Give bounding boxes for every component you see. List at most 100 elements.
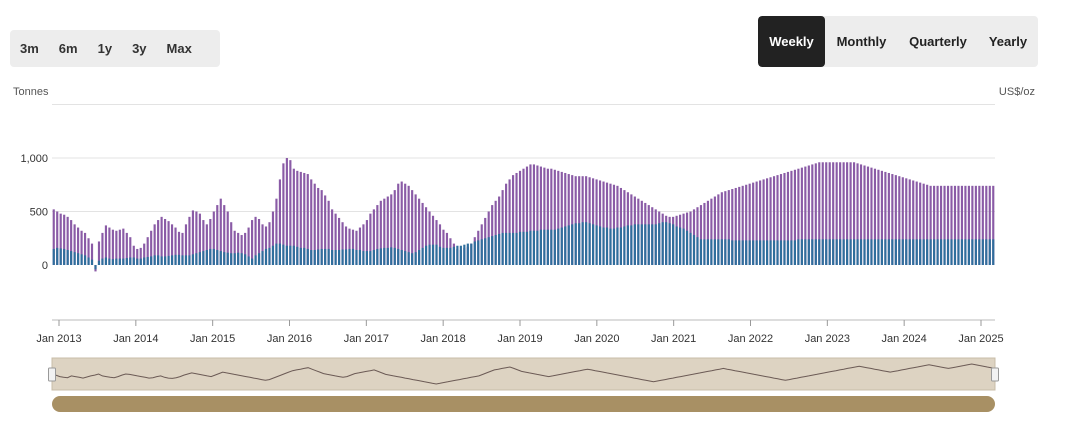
bar-top (814, 163, 817, 265)
bar-bottom (400, 250, 403, 265)
bar-top (898, 176, 901, 265)
bar-top (438, 224, 442, 265)
bar-top (153, 224, 156, 265)
bar-bottom (132, 257, 135, 265)
bar-bottom (536, 230, 539, 265)
bar-bottom (710, 239, 713, 265)
bar-top (546, 168, 549, 265)
bar-bottom (846, 239, 849, 265)
bar-top (264, 226, 268, 265)
bar-bottom (936, 239, 939, 265)
bar-bottom (790, 240, 793, 265)
bar-bottom (254, 255, 257, 265)
bar-bottom (52, 248, 55, 265)
bar-bottom (985, 239, 988, 265)
bar-bottom (727, 239, 730, 265)
period-yearly-button[interactable]: Yearly (988, 34, 1028, 49)
bar-top (842, 162, 845, 265)
bar-bottom (804, 239, 807, 265)
bar-bottom (779, 240, 783, 265)
navigator-handle-right[interactable] (991, 367, 999, 382)
bar-top (578, 176, 581, 265)
bar-bottom (783, 240, 786, 265)
bar-bottom (682, 228, 685, 265)
bar-bottom (383, 247, 386, 265)
bar-bottom (679, 227, 682, 265)
bar-bottom (261, 251, 264, 265)
bar-top (734, 187, 737, 265)
bar-top (939, 185, 943, 265)
bar-top (919, 182, 922, 265)
period-weekly-button[interactable]: Weekly (758, 16, 825, 67)
bar-bottom (748, 240, 751, 265)
bar-bottom (623, 226, 626, 265)
bar-top (825, 162, 828, 265)
bar-bottom (233, 253, 236, 265)
bar-bottom (811, 239, 814, 265)
bar-top (553, 169, 556, 265)
navigator[interactable] (48, 357, 999, 412)
bar-bottom (637, 224, 640, 265)
range-3y-button[interactable]: 3y (132, 41, 147, 56)
bar-bottom (139, 258, 142, 265)
bar-top (369, 213, 372, 265)
bar-bottom (672, 224, 675, 265)
bar-top (331, 209, 334, 265)
range-3m-button[interactable]: 3m (20, 41, 39, 56)
bar-top (772, 176, 776, 265)
bar-bottom (953, 239, 957, 265)
navigator-scrollbar[interactable] (52, 396, 995, 412)
bar-bottom (912, 239, 915, 265)
bar-top (880, 170, 883, 265)
bar-bottom (438, 246, 442, 265)
bar-top (616, 185, 619, 265)
bar-top (237, 232, 240, 265)
bar-top (699, 205, 703, 265)
range-6m-button[interactable]: 6m (58, 41, 78, 56)
bar-top (846, 162, 849, 265)
bar-bottom (856, 239, 859, 265)
bar-top (960, 185, 964, 265)
bar-top (849, 162, 852, 265)
bar-top (612, 184, 616, 265)
bar-bottom (894, 239, 897, 265)
navigator-handle-left[interactable] (48, 367, 56, 382)
bar-bottom (738, 240, 741, 265)
bar-top (571, 175, 574, 265)
bar-top (379, 200, 382, 265)
bar-top (268, 222, 271, 265)
bar-bottom (529, 230, 532, 265)
bar-top (244, 232, 247, 265)
bar-top (832, 162, 835, 265)
bar-bottom (73, 252, 76, 265)
bar-bottom (115, 258, 118, 265)
bar-bottom (598, 226, 602, 265)
bar-bottom (901, 239, 904, 265)
navigator-mask[interactable] (51, 357, 996, 391)
bar-top (170, 224, 174, 265)
period-monthly-button[interactable]: Monthly (836, 34, 887, 49)
bar-top (77, 227, 80, 265)
range-max-button[interactable]: Max (166, 41, 192, 56)
bar-bottom (136, 258, 139, 265)
bar-bottom (244, 254, 247, 265)
bar-top (139, 247, 142, 265)
bar-top (501, 190, 504, 265)
y-axis: 0 500 1,000 (20, 153, 48, 272)
bar-top (90, 243, 94, 265)
bar-bottom (487, 237, 490, 265)
bar-bottom (358, 250, 362, 265)
bar-bottom (786, 240, 790, 265)
bar-top (164, 218, 167, 265)
bar-top (759, 180, 762, 265)
bar-top (800, 167, 803, 265)
x-tick-label: Jan 2015 (190, 333, 235, 345)
y-tick-label: 0 (42, 260, 48, 272)
bar-bottom (734, 240, 737, 265)
bar-top (390, 194, 393, 265)
period-quarterly-button[interactable]: Quarterly (909, 34, 967, 49)
range-1y-button[interactable]: 1y (97, 41, 113, 56)
bar-top (181, 232, 184, 265)
bar-top (209, 218, 212, 265)
bar-top (348, 228, 351, 265)
